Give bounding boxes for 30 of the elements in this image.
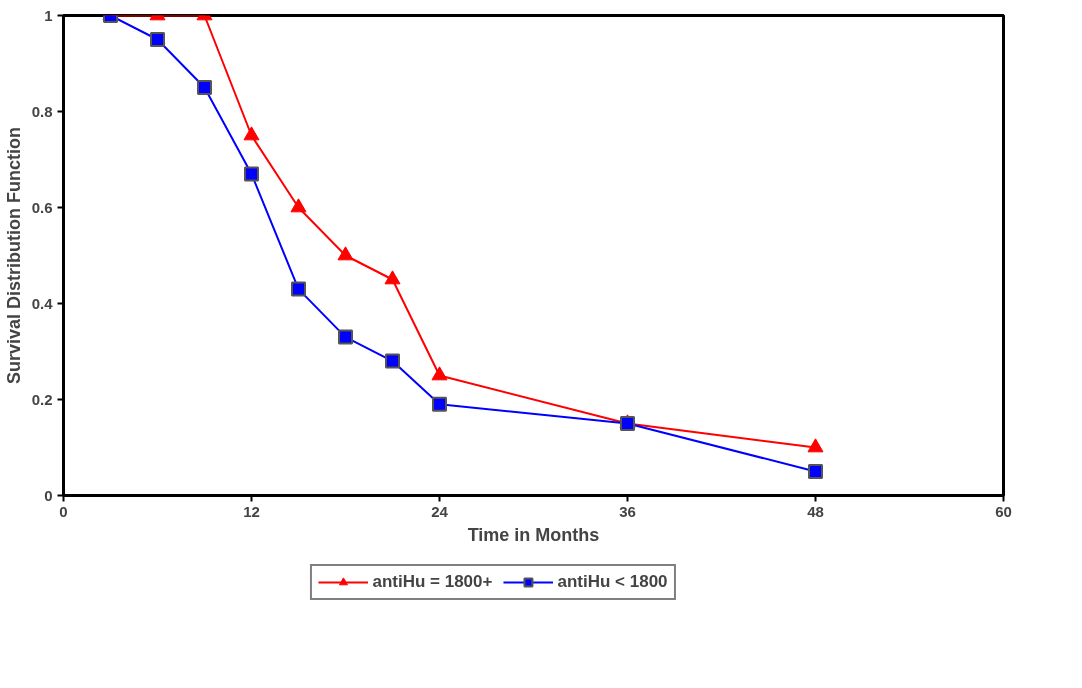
point xyxy=(432,396,447,412)
point xyxy=(384,270,401,285)
point xyxy=(244,166,259,182)
point xyxy=(291,281,306,297)
y-tick-label: 0.2 xyxy=(31,390,53,408)
y-tick-label: 0.6 xyxy=(31,198,53,216)
legend-label: antiHu < 1800 xyxy=(557,572,668,592)
x-tick-label: 24 xyxy=(431,502,449,520)
point xyxy=(431,366,448,381)
x-tick-label: 0 xyxy=(59,502,68,520)
x-tick-label: 12 xyxy=(243,502,260,520)
x-tick-label: 48 xyxy=(807,502,824,520)
x-tick-label: 60 xyxy=(995,502,1012,520)
y-tick-label: 1 xyxy=(44,6,53,24)
x-tick-label: 36 xyxy=(619,502,636,520)
y-tick-label: 0.4 xyxy=(31,294,54,312)
legend-label: antiHu = 1800+ xyxy=(372,572,493,592)
y-axis-title: Survival Distribution Function xyxy=(3,126,24,384)
point xyxy=(385,353,400,369)
point xyxy=(807,438,824,453)
point xyxy=(338,329,353,345)
point xyxy=(290,198,307,213)
y-tick-label: 0.8 xyxy=(31,102,53,120)
x-axis-title: Time in Months xyxy=(467,524,600,545)
point xyxy=(808,464,823,479)
point xyxy=(150,32,165,47)
point xyxy=(337,246,354,261)
y-tick-label: 0 xyxy=(44,486,53,504)
point xyxy=(243,126,260,141)
point xyxy=(197,80,212,95)
